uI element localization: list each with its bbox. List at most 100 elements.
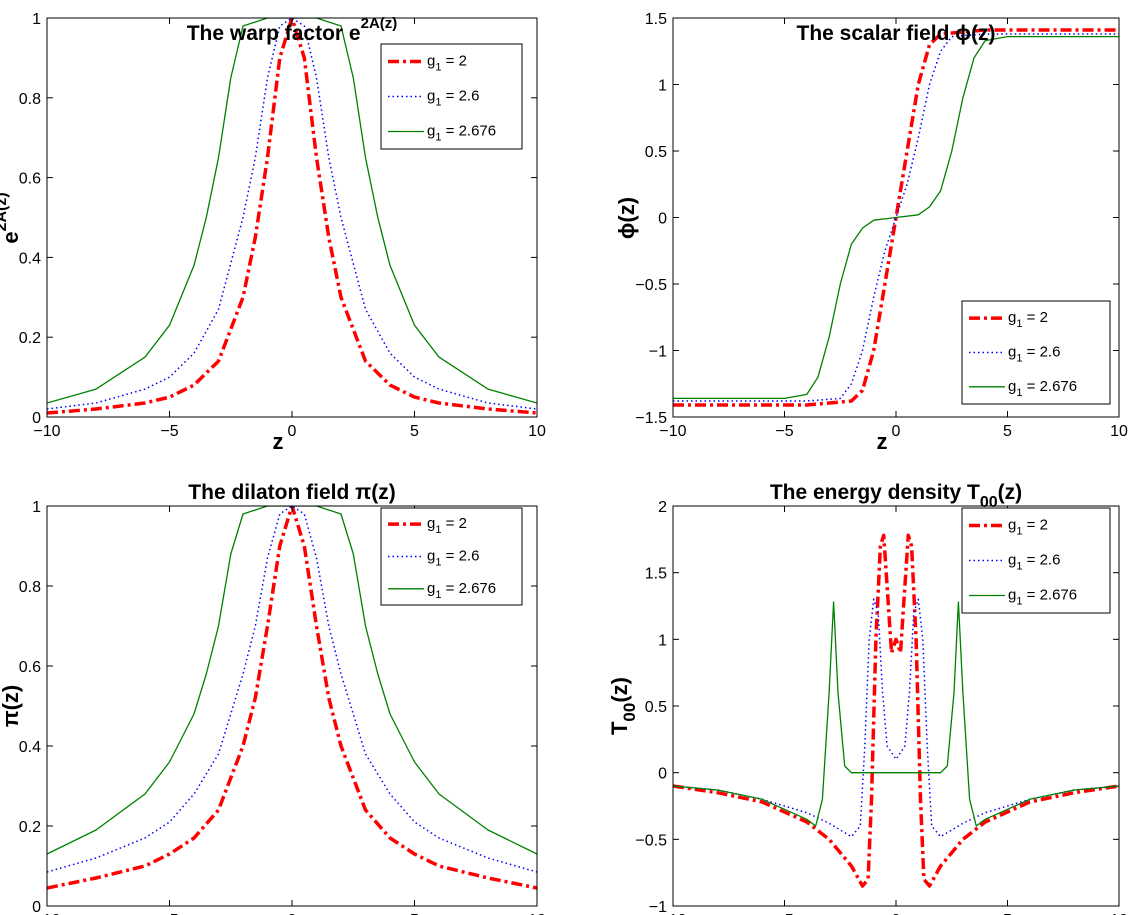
y-tick-label: 0.2 (19, 330, 41, 347)
legend: g1 = 2g1 = 2.6g1 = 2.676 (380, 43, 523, 150)
legend-label-rest: = 2.676 (441, 123, 496, 140)
legend-label-subscript: 1 (435, 97, 441, 109)
y-tick-label: 1 (658, 78, 667, 95)
legend-label-main: g (1008, 517, 1016, 534)
legend-entry-3: g1 = 2.676 (1008, 587, 1077, 608)
legend-label-main: g (427, 88, 435, 105)
x-tick-label: 5 (1003, 912, 1012, 915)
chart-title: The dilaton field π(z) (188, 481, 395, 504)
legend-label-rest: = 2.6 (441, 88, 479, 105)
series-line-1 (47, 18, 537, 415)
x-tick-label: −10 (33, 912, 60, 915)
legend: g1 = 2g1 = 2.6g1 = 2.676 (380, 507, 523, 606)
x-axis-label: z (273, 429, 284, 454)
x-tick-label: 5 (1003, 423, 1012, 440)
chart-title: The scalar field ϕ(z) (797, 22, 996, 45)
x-tick-label: 5 (410, 423, 419, 440)
chart-panel-4: −10 −5 0 5 10 −1 −0.5 0 0.5 1 1.5 2 The energy densi… (607, 481, 1128, 915)
chart-panel-1: −10 −5 0 5 10 0 0.2 0.4 0.6 0.8 1 The warp factor e… (0, 11, 546, 454)
legend-label-rest: = 2.6 (1022, 344, 1060, 361)
chart-panel-2: −10 −5 0 5 10 −1.5 −1 −0.5 0 0.5 1 1.5 The scalar fi… (614, 11, 1128, 454)
x-tick-label: −5 (160, 423, 178, 440)
legend-entry-3: g1 = 2.676 (427, 123, 496, 144)
chart-title-main: The dilaton field π(z) (188, 481, 395, 504)
y-tick-label: 0.4 (19, 250, 41, 267)
y-tick-label: 1.5 (645, 11, 667, 28)
y-tick-label: 1 (32, 499, 41, 516)
legend-label-rest: = 2.6 (441, 548, 479, 565)
chart-title-subscript: 00 (980, 494, 998, 511)
y-tick-label: 1 (658, 632, 667, 649)
series-line-3 (673, 601, 1119, 827)
legend-label-main: g (1008, 309, 1016, 326)
y-tick-label: −1 (649, 899, 667, 915)
legend-entry-2: g1 = 2.6 (1008, 552, 1060, 573)
legend-entry-1: g1 = 2 (427, 515, 467, 536)
x-tick-label: −10 (33, 423, 60, 440)
legend-label-rest: = 2.676 (1022, 378, 1077, 395)
y-axis-label-main: ϕ(z) (614, 197, 639, 239)
y-tick-label: 0 (658, 211, 667, 228)
legend-label-subscript: 1 (1016, 318, 1022, 330)
y-tick-label: 2 (658, 499, 667, 516)
x-tick-label: 5 (410, 912, 419, 915)
y-axis-label: e2A(z) (0, 192, 23, 243)
chart-title-rest: (z) (998, 481, 1023, 504)
y-tick-label: 0 (32, 410, 41, 427)
legend-label-subscript: 1 (435, 524, 441, 536)
y-axis-label-subscript: 00 (620, 703, 639, 722)
y-tick-label: −0.5 (635, 277, 667, 294)
legend-label-subscript: 1 (1016, 353, 1022, 365)
series-line-2 (673, 598, 1119, 838)
chart-panel-3: −10 −5 0 5 10 0 0.2 0.4 0.6 0.8 1 The dilaton field… (0, 481, 546, 915)
y-axis-label-superscript: 2A(z) (0, 192, 10, 231)
legend-entry-2: g1 = 2.6 (427, 88, 479, 109)
y-axis-label: T00(z) (607, 677, 639, 735)
x-tick-label: 10 (528, 912, 546, 915)
legend-label-main: g (427, 548, 435, 565)
legend-label-main: g (1008, 344, 1016, 361)
legend-entry-2: g1 = 2.6 (1008, 344, 1060, 365)
series-line-1 (673, 28, 1119, 407)
legend-label-main: g (427, 123, 435, 140)
y-tick-label: 0.5 (645, 144, 667, 161)
y-tick-label: 0.6 (19, 171, 41, 188)
x-axis-label: z (877, 429, 888, 454)
legend-entry-2: g1 = 2.6 (427, 548, 479, 569)
x-tick-label: −10 (659, 912, 686, 915)
chart-title-superscript: 2A(z) (361, 15, 398, 32)
series-line-1 (47, 506, 537, 890)
legend-label-rest: = 2 (1022, 309, 1047, 326)
x-tick-label: −5 (160, 912, 178, 915)
legend-label-subscript: 1 (1016, 526, 1022, 538)
y-tick-label: 0.5 (645, 699, 667, 716)
y-axis-label-rest: (z) (607, 677, 632, 703)
legend-label-subscript: 1 (1016, 561, 1022, 573)
chart-title: The warp factor e2A(z) (187, 15, 398, 45)
x-tick-label: 0 (288, 912, 297, 915)
y-tick-label: 0.2 (19, 819, 41, 836)
legend-label-main: g (1008, 552, 1016, 569)
y-tick-label: −1.5 (635, 410, 667, 427)
y-axis-label: ϕ(z) (614, 197, 639, 239)
legend-label-rest: = 2 (1022, 517, 1047, 534)
y-tick-label: 0.4 (19, 739, 41, 756)
x-tick-label: 10 (1110, 423, 1128, 440)
legend: g1 = 2g1 = 2.6g1 = 2.676 (961, 300, 1111, 405)
y-axis-label-main: e (0, 231, 23, 243)
legend-label-subscript: 1 (435, 132, 441, 144)
x-tick-label: −10 (659, 423, 686, 440)
series-line-3 (47, 506, 537, 855)
y-tick-label: −0.5 (635, 832, 667, 849)
x-tick-label: −5 (775, 423, 793, 440)
y-tick-label: 1 (32, 11, 41, 28)
y-tick-label: 0 (32, 899, 41, 915)
legend-label-main: g (427, 580, 435, 597)
x-tick-label: 0 (288, 423, 297, 440)
legend-label-subscript: 1 (435, 557, 441, 569)
legend-label-main: g (1008, 378, 1016, 395)
series-line-3 (47, 18, 537, 404)
series-line-1 (673, 533, 1119, 888)
legend-label-main: g (427, 53, 435, 70)
